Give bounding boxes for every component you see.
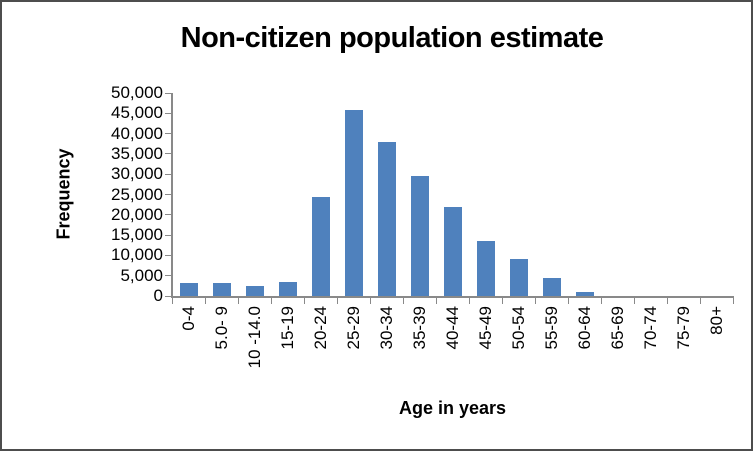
bar [344, 110, 363, 296]
bar [542, 278, 561, 296]
y-tick-label: 10,000 [111, 245, 163, 265]
x-tick-mark [403, 298, 404, 304]
y-tick-label: 5,000 [120, 265, 163, 285]
x-tick-label: 55-59 [541, 306, 561, 350]
x-tick-mark [436, 298, 437, 304]
x-tick-mark [700, 298, 701, 304]
x-tick-label: 50-54 [508, 306, 528, 350]
x-tick-mark [271, 298, 272, 304]
y-axis-line [171, 93, 173, 298]
x-tick-mark [733, 298, 734, 304]
x-tick-label: 25-29 [343, 306, 363, 350]
x-tick-label: 35-39 [409, 306, 429, 350]
x-tick-label: 40-44 [442, 306, 462, 350]
x-axis-line [172, 296, 734, 298]
y-tick-label: 0 [153, 286, 163, 305]
bar [410, 176, 429, 296]
y-tick-mark [165, 254, 172, 256]
y-tick-mark [165, 153, 172, 155]
x-tick-label: 10 -14.0 [244, 306, 264, 369]
y-tick-label: 20,000 [111, 204, 163, 224]
x-tick-mark [304, 298, 305, 304]
bar [245, 286, 264, 296]
x-tick-mark [535, 298, 536, 304]
x-tick-label: 70-74 [640, 306, 660, 350]
y-tick-mark [165, 194, 172, 195]
y-tick-mark [165, 234, 172, 236]
y-tick-mark [165, 214, 172, 216]
x-tick-label: 80+ [706, 306, 726, 335]
x-tick-label: 5.0- 9 [211, 306, 231, 350]
bar [443, 207, 462, 296]
bar [509, 259, 528, 296]
x-tick-label: 20-24 [310, 306, 330, 350]
y-tick-mark [165, 133, 172, 135]
bar [476, 241, 495, 296]
x-tick-mark [568, 298, 569, 304]
x-tick-mark [634, 298, 635, 304]
y-tick-label: 25,000 [111, 184, 163, 204]
y-tick-mark [165, 92, 172, 94]
bar [575, 292, 594, 296]
y-tick-label: 45,000 [111, 103, 163, 123]
y-tick-label: 50,000 [111, 83, 163, 102]
y-tick-label: 15,000 [111, 225, 163, 245]
y-tick-mark [165, 112, 172, 114]
chart-title: Non-citizen population estimate [180, 22, 604, 54]
bar [179, 283, 198, 296]
x-tick-label: 45-49 [475, 306, 495, 350]
y-tick-label: 35,000 [111, 143, 163, 163]
x-tick-label: 65-69 [607, 306, 627, 350]
x-tick-label: 30-34 [376, 306, 396, 350]
x-tick-mark [370, 298, 371, 304]
bar [278, 282, 297, 296]
y-tick-label: 30,000 [111, 164, 163, 184]
y-tick-label: 40,000 [111, 123, 163, 143]
x-tick-mark [601, 298, 602, 304]
x-tick-label: 75-79 [673, 306, 693, 350]
x-tick-mark [667, 298, 668, 304]
x-tick-mark [238, 298, 239, 304]
y-tick-mark [165, 275, 172, 277]
x-tick-mark [337, 298, 338, 304]
bar [311, 197, 330, 296]
x-tick-label: 60-64 [574, 306, 594, 350]
x-tick-mark [172, 298, 173, 304]
bar [212, 283, 231, 296]
x-axis-title: Age in years [398, 398, 507, 418]
x-tick-mark [502, 298, 503, 304]
x-tick-label: 15-19 [277, 306, 297, 350]
x-tick-mark [469, 298, 470, 304]
y-tick-mark [165, 295, 172, 297]
x-tick-mark [205, 298, 206, 304]
x-tick-label: 0-4 [178, 306, 198, 331]
bar [377, 142, 396, 296]
y-tick-mark [165, 173, 172, 175]
